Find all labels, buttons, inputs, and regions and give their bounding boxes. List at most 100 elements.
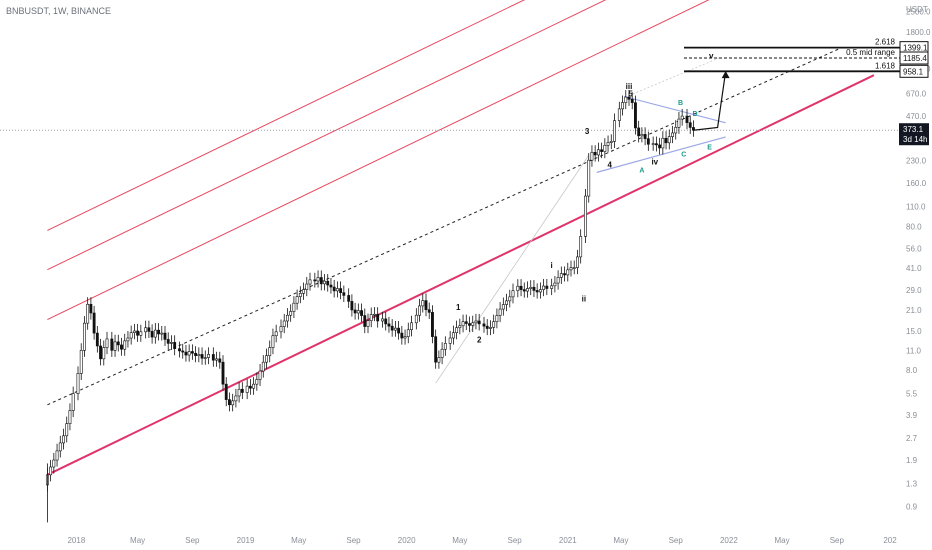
- current-price-label: 373.1: [903, 125, 924, 134]
- candle-body: [144, 327, 148, 333]
- candle-body: [150, 331, 154, 338]
- candle-body: [163, 332, 167, 340]
- candle-body: [326, 280, 330, 286]
- triangle-label: E: [707, 144, 712, 151]
- wave-label: 1: [456, 303, 461, 312]
- candle-body: [215, 358, 218, 361]
- candle-body: [92, 312, 96, 334]
- y-tick-label: 11.0: [906, 346, 922, 355]
- candle-body: [381, 318, 384, 322]
- candle-body: [569, 267, 573, 271]
- triangle-label: A: [639, 167, 644, 174]
- candle-body: [221, 361, 225, 385]
- candle-body: [434, 336, 438, 363]
- price-axis[interactable]: 2500.01800.01000.0670.0470.0330.0230.016…: [899, 5, 931, 512]
- candle-body: [89, 303, 93, 314]
- candle-body: [224, 383, 228, 400]
- y-tick-label: 160.0: [906, 179, 927, 188]
- candle-body: [286, 314, 289, 322]
- candle-body: [170, 342, 173, 344]
- candle-body: [83, 322, 86, 351]
- candle-body: [443, 343, 447, 350]
- channel-bottom-line: [46, 74, 875, 476]
- y-tick-label: 2.7: [906, 434, 918, 443]
- candle-body: [643, 134, 647, 139]
- candle-body: [120, 344, 123, 350]
- candle-body: [529, 286, 533, 289]
- candle-body: [62, 435, 65, 444]
- candle-body: [166, 339, 170, 344]
- candle-body: [178, 348, 181, 352]
- candles: [45, 90, 695, 523]
- candle-body: [526, 288, 529, 292]
- x-tick-label: 2020: [398, 536, 416, 545]
- y-tick-label: 470.0: [906, 112, 927, 121]
- candle-body: [474, 320, 478, 324]
- candle-body: [609, 141, 613, 143]
- triangle-lower-line: [596, 136, 726, 173]
- candle-body: [461, 321, 465, 327]
- candle-body: [556, 277, 560, 284]
- candle-body: [228, 399, 231, 406]
- candle-body: [160, 332, 164, 335]
- candle-body: [79, 350, 83, 374]
- x-tick-label: 2019: [237, 536, 255, 545]
- candle-body: [339, 288, 343, 293]
- candle-body: [535, 290, 539, 293]
- candle-body: [147, 327, 151, 332]
- candle-body: [95, 332, 99, 347]
- candle-body: [661, 137, 665, 149]
- candle-body: [347, 295, 351, 302]
- y-tick-label: 670.0: [906, 90, 927, 99]
- target-price-box: [899, 64, 929, 78]
- y-tick-label: 15.0: [906, 327, 922, 336]
- candle-body: [245, 385, 249, 393]
- candle-body: [406, 329, 410, 337]
- x-tick-label: Sep: [507, 536, 522, 545]
- candle-body: [323, 280, 326, 285]
- candle-body: [271, 335, 275, 348]
- candle-body: [603, 145, 607, 152]
- target-level-label: 1.618: [875, 61, 896, 70]
- candle-body: [71, 393, 75, 411]
- candle-body: [545, 285, 549, 289]
- candle-body: [627, 96, 631, 100]
- candle-body: [566, 269, 570, 276]
- candle-body: [252, 383, 256, 389]
- candle-body: [292, 302, 296, 312]
- candle-body: [197, 354, 201, 356]
- y-tick-label: 1.3: [906, 480, 918, 489]
- candle-body: [634, 102, 637, 129]
- candle-body: [203, 357, 207, 359]
- time-axis[interactable]: 2018 May Sep 2019 May Sep 2020 May Sep 2021 May Sep…: [67, 536, 897, 545]
- y-tick-label: 110.0: [906, 203, 926, 212]
- y-tick-label: 3.9: [906, 411, 918, 420]
- candle-body: [576, 256, 579, 268]
- candle-body: [248, 385, 252, 389]
- candle-body: [495, 315, 499, 323]
- candle-body: [403, 336, 407, 339]
- candle-body: [316, 277, 320, 282]
- candle-body: [414, 314, 418, 324]
- candle-body: [190, 351, 194, 354]
- candle-body: [350, 301, 354, 311]
- candle-body: [458, 325, 462, 329]
- candle-body: [110, 338, 114, 351]
- y-tick-label: 80.0: [906, 222, 922, 231]
- wave-label: v: [709, 51, 714, 60]
- triangle-upper-line: [624, 95, 726, 124]
- candle-body: [538, 289, 542, 293]
- candle-body: [400, 332, 404, 339]
- candle-body: [207, 354, 210, 358]
- candle-body: [231, 400, 235, 406]
- candle-body: [613, 120, 616, 142]
- candle-body: [274, 331, 278, 337]
- wave-label: 4: [607, 161, 612, 170]
- candle-body: [397, 327, 401, 334]
- wave-label: ii: [582, 295, 586, 304]
- channel-upper-line: [47, 0, 526, 231]
- candle-body: [335, 288, 339, 292]
- candle-body: [671, 132, 674, 137]
